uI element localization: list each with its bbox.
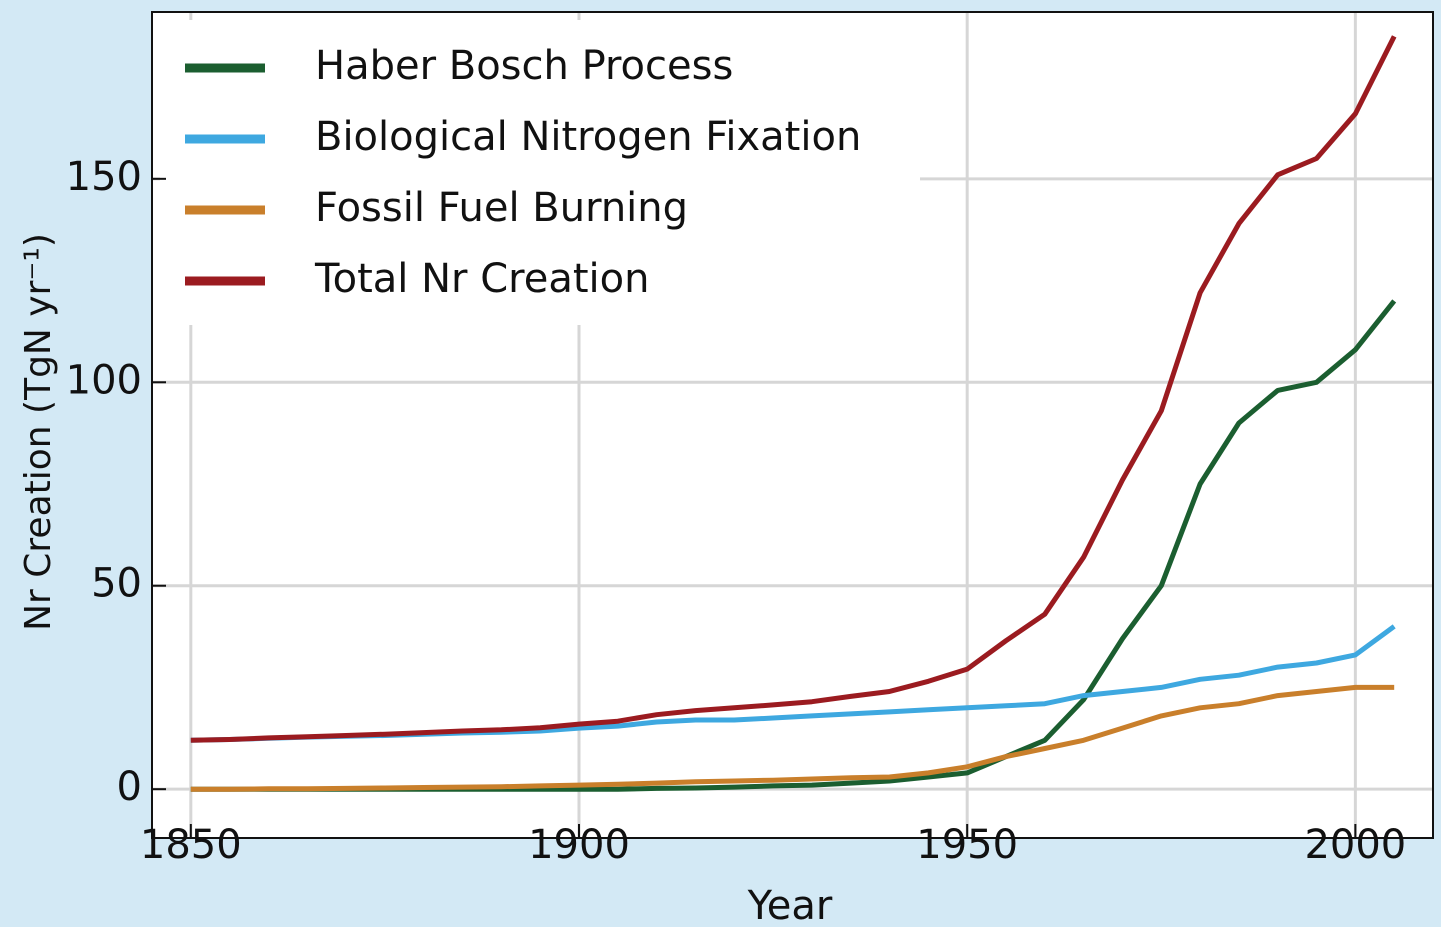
series-line xyxy=(190,35,1397,743)
x-tick-label: 1950 xyxy=(916,822,1018,868)
ticks: 1850 1900 1950 2000 0 50 100 150 xyxy=(66,154,1407,868)
y-tick-label: 150 xyxy=(66,154,142,200)
x-axis-label: Year xyxy=(747,883,833,927)
legend: Haber Bosch Process Biological Nitrogen F… xyxy=(160,20,920,325)
y-tick-label: 50 xyxy=(91,561,142,607)
x-tick-label: 1850 xyxy=(140,822,242,868)
legend-label: Fossil Fuel Burning xyxy=(315,185,688,231)
y-tick-label: 0 xyxy=(117,764,142,810)
lines xyxy=(190,35,1397,792)
x-tick-label: 1900 xyxy=(528,822,630,868)
y-tick-label: 100 xyxy=(66,357,142,403)
x-tick-label: 2000 xyxy=(1304,822,1406,868)
y-axis-label: Nr Creation (TgN yr⁻¹) xyxy=(18,233,59,631)
legend-box xyxy=(160,20,920,325)
legend-label: Total Nr Creation xyxy=(314,256,649,302)
legend-label: Biological Nitrogen Fixation xyxy=(315,114,861,160)
series-line xyxy=(190,684,1395,792)
plot-border xyxy=(151,11,1434,839)
legend-label: Haber Bosch Process xyxy=(315,43,733,89)
